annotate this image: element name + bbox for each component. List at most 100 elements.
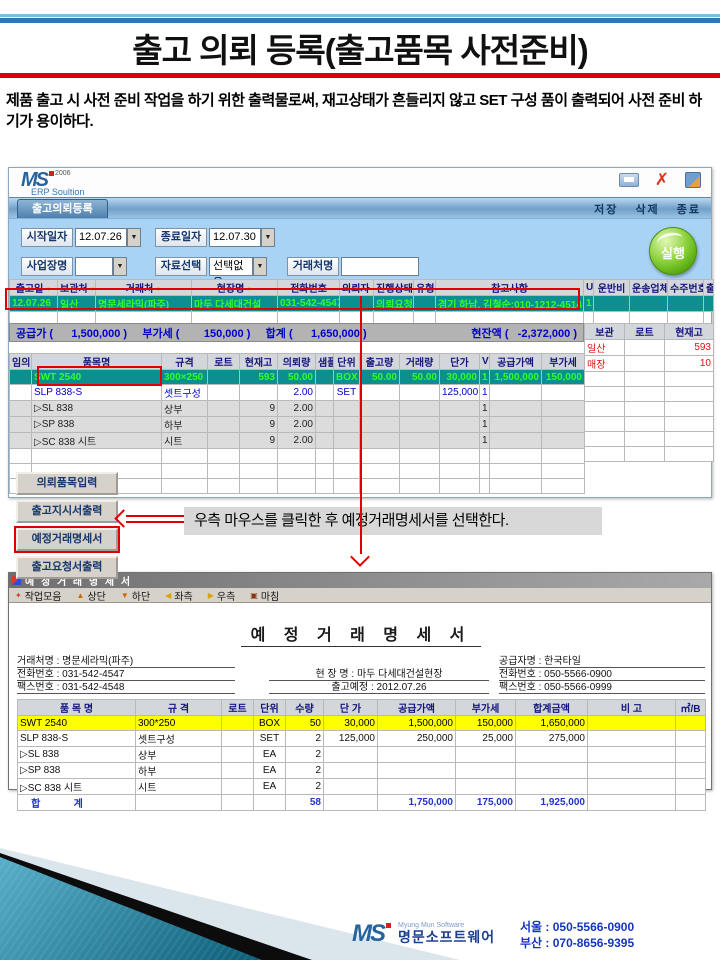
start-date-dropdown-icon[interactable]: ▼ xyxy=(127,228,141,247)
footer-logo: MS Myung Mun Software 명문소프트웨어 xyxy=(352,922,495,946)
print-icon[interactable] xyxy=(618,173,639,187)
ship-date-line: 출고예정 : 2012.07.26 xyxy=(269,681,489,694)
table-row[interactable]: SLP 838-S 셋트구성 2.00 SET 125,000 1 xyxy=(9,384,585,401)
table-row: ▷SL 838 상부 EA 2 xyxy=(17,746,706,763)
title-underline xyxy=(0,73,720,78)
table-row[interactable] xyxy=(584,446,714,462)
business-site-value[interactable] xyxy=(75,257,113,276)
table-row[interactable]: ▷SC 838 시트 시트 9 2.00 1 xyxy=(9,432,585,449)
table-row[interactable]: 매장 10 xyxy=(584,355,714,372)
table-row[interactable]: ▷SL 838 상부 9 2.00 1 xyxy=(9,400,585,417)
end-date-label: 종료일자 xyxy=(155,228,207,247)
toolbar-item-top[interactable]: ▲ 상단 xyxy=(76,590,106,603)
customer-fax-line: 팩스번호 : 031-542-4548 xyxy=(17,681,235,694)
window-icon xyxy=(12,576,21,585)
preview-toolbar: ✦ 작업모음 ▲ 상단 ▼ 하단 ◀ 좌측 ▶ 우측 ▣ 마침 xyxy=(9,588,711,603)
table-row: SLP 838-S 셋트구성 SET 2 125,000 250,000 25,000 275… xyxy=(17,730,706,747)
customer-phone-line: 전화번호 : 031-542-4547 xyxy=(17,668,235,681)
red-arrow-horizontal xyxy=(126,515,184,523)
run-button[interactable]: 실행 xyxy=(649,227,697,275)
customer-input[interactable] xyxy=(341,257,419,276)
data-select-label: 자료선택 xyxy=(155,257,207,276)
menu-item-shipping-request-print[interactable]: 출고요청서출력 xyxy=(16,556,118,579)
tab-shipping-request[interactable]: 출고의뢰등록 xyxy=(17,199,108,219)
start-date-label: 시작일자 xyxy=(21,228,73,247)
close-button[interactable]: 종료 xyxy=(676,204,701,216)
start-date-value[interactable]: 12.07.26 xyxy=(75,228,127,247)
data-select-dropdown-icon[interactable]: ▼ xyxy=(253,257,267,276)
grand-total: 합계 ( 1,650,000 ) xyxy=(265,327,367,340)
erp-product-name: ERP Soultion xyxy=(31,187,85,197)
right-icon: ▶ xyxy=(207,590,214,600)
item-detail-table: 임의 품목명 규격 로트 현재고 의뢰량 샘플 단위 출고량 거래량 단가 V … xyxy=(9,353,585,494)
end-date-value[interactable]: 12.07.30 xyxy=(209,228,261,247)
save-button[interactable]: 저장 xyxy=(594,204,619,216)
table-row[interactable]: ▷SP 838 하부 9 2.00 1 xyxy=(9,416,585,433)
vat-total: 부가세 ( 150,000 ) xyxy=(142,327,251,340)
erp-tab-bar: 출고의뢰등록 저장 삭제 종료 xyxy=(9,197,711,219)
totals-bar: 공급가 ( 1,500,000 ) 부가세 ( 150,000 ) 합계 ( 1… xyxy=(9,323,584,342)
highlight-rect-item xyxy=(37,366,162,386)
data-select-value[interactable]: 선택없음 xyxy=(209,257,253,289)
menu-item-planned-statement[interactable]: 예정거래명세서 xyxy=(16,528,118,551)
footer-phone-busan: 부산 : 070-8656-9395 xyxy=(520,935,635,950)
red-arrow-vertical xyxy=(360,296,362,554)
top-accent-line xyxy=(0,14,720,17)
end-date-dropdown-icon[interactable]: ▼ xyxy=(261,228,275,247)
page-title: 출고 의뢰 등록(출고품목 사전준비) xyxy=(132,32,589,69)
document-title: 예 정 거 래 명 세 서 xyxy=(9,621,713,647)
footer-phone-seoul: 서울 : 050-5566-0900 xyxy=(520,920,635,934)
erp-window-header: MS 2006 ERP Soultion ✗ xyxy=(9,168,711,197)
context-menu: 의뢰품목입력 출고지시서출력 예정거래명세서 출고요청서출력 xyxy=(16,472,118,584)
footer-phones: 서울 : 050-5566-0900 부산 : 070-8656-9395 xyxy=(520,920,634,951)
ms-logo-icon: MS xyxy=(352,922,392,946)
statement-table: 품 목 명 규 격 로트 단위 수량 단 가 공급가액 부가세 합계금액 비 고… xyxy=(17,699,706,811)
table-row[interactable] xyxy=(584,371,714,387)
customer-name-line: 거래처명 : 명문세라믹(파주) xyxy=(17,655,235,668)
preview-window-title: 예 정 거 래 명 세 서 xyxy=(25,577,133,588)
supply-total: 공급가 ( 1,500,000 ) xyxy=(16,327,128,340)
supplier-fax-line: 팩스번호 : 050-5566-0999 xyxy=(499,681,705,694)
toolbar-item-left[interactable]: ◀ 좌측 xyxy=(165,590,193,603)
business-site-dropdown-icon[interactable]: ▼ xyxy=(113,257,127,276)
exit-icon[interactable] xyxy=(685,172,701,188)
table-header-row: 보관 로트 현재고 xyxy=(584,323,714,340)
table-row[interactable]: 일산 593 xyxy=(584,339,714,356)
table-row[interactable]: SWT 2540 300×250 593 50.00 BOX 50.00 50.00 30,0… xyxy=(9,369,585,385)
supplier-name-line: 공급자명 : 한국타일 xyxy=(499,655,705,668)
storage-stock-table: 보관 로트 현재고 일산 593 매장 10 xyxy=(584,323,714,462)
slide-description: 제품 출고 시 사전 준비 작업을 하기 위한 출력물로써, 재고상태가 흔들리… xyxy=(6,92,702,130)
footer-company-ko: 명문소프트웨어 xyxy=(398,929,496,946)
table-row[interactable] xyxy=(9,448,585,464)
tasks-icon: ✦ xyxy=(15,590,22,600)
table-row[interactable] xyxy=(584,416,714,432)
table-row[interactable] xyxy=(9,463,585,479)
delete-x-icon[interactable]: ✗ xyxy=(654,170,669,189)
top-icon: ▲ xyxy=(76,590,85,600)
preview-title-bar: 예 정 거 래 명 세 서 xyxy=(9,573,711,588)
erp-logo: MS 2006 ERP Soultion xyxy=(21,170,84,197)
finish-icon: ▣ xyxy=(250,590,258,600)
toolbar-item-tasks[interactable]: ✦ 작업모음 xyxy=(15,590,62,603)
customer-label: 거래처명 xyxy=(287,257,339,276)
table-row: ▷SC 838 시트 시트 EA 2 xyxy=(17,778,706,795)
current-balance: 현잔액 ( -2,372,000 ) xyxy=(471,327,577,340)
annotation-callout: 우측 마우스를 클릭한 후 예정거래명세서를 선택한다. xyxy=(184,507,602,535)
table-row[interactable] xyxy=(584,401,714,417)
delete-button[interactable]: 삭제 xyxy=(635,204,660,216)
table-row: 합 계 58 1,750,000 175,000 1,925,000 xyxy=(17,794,706,811)
table-row[interactable] xyxy=(584,386,714,402)
toolbar-item-right[interactable]: ▶ 우측 xyxy=(207,590,236,603)
toolbar-item-finish[interactable]: ▣ 마침 xyxy=(250,590,280,603)
logo-red-dot xyxy=(386,923,391,928)
logo-red-dot xyxy=(49,171,54,176)
site-name-line: 현 장 명 : 마두 다세대건설현장 xyxy=(269,668,489,681)
filter-panel: 시작일자 12.07.26 ▼ 종료일자 12.07.30 ▼ 사업장명 ▼ 자… xyxy=(9,218,711,289)
toolbar-item-bottom[interactable]: ▼ 하단 xyxy=(120,590,151,603)
table-row: ▷SP 838 하부 EA 2 xyxy=(17,762,706,779)
table-header-row: 임의 품목명 규격 로트 현재고 의뢰량 샘플 단위 출고량 거래량 단가 V … xyxy=(9,353,585,370)
menu-item-shipping-order-print[interactable]: 출고지시서출력 xyxy=(16,500,118,523)
menu-item-request-entry[interactable]: 의뢰품목입력 xyxy=(16,472,118,495)
table-row: SWT 2540 300*250 BOX 50 30,000 1,500,000 150,0… xyxy=(17,715,706,731)
table-row[interactable] xyxy=(584,431,714,447)
